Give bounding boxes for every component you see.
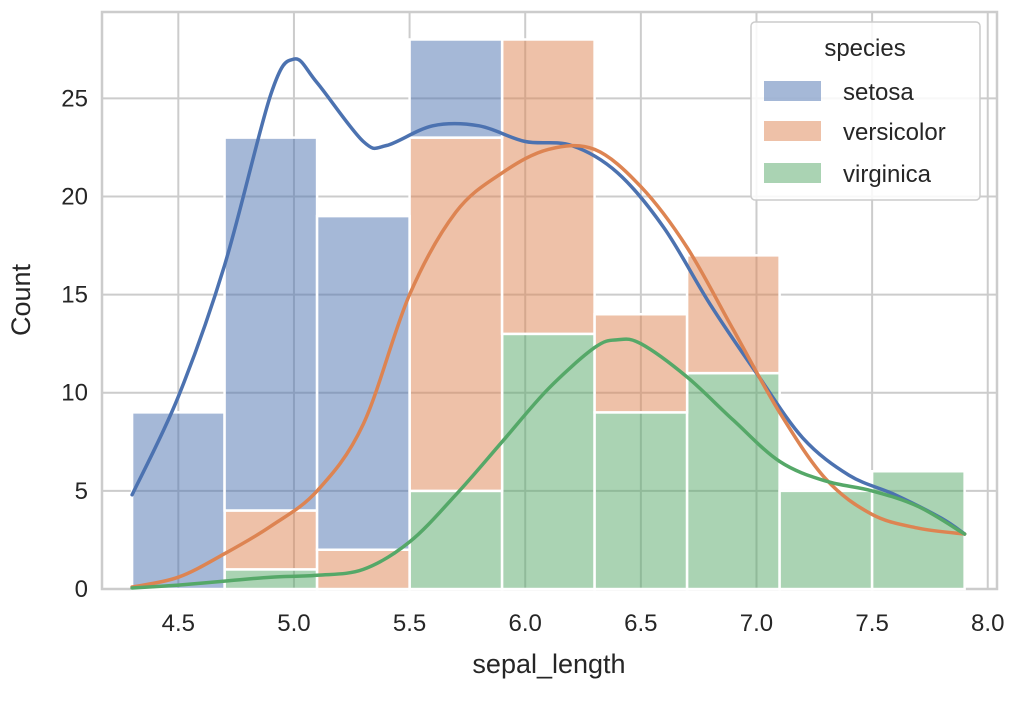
y-axis-ticks: 0 5 10 15 20 25	[61, 85, 88, 603]
legend-swatch-virginica	[764, 163, 821, 183]
x-tick-label: 6.5	[624, 610, 657, 637]
x-tick-label: 5.5	[393, 610, 426, 637]
legend-title: species	[824, 35, 905, 62]
x-tick-label: 6.0	[509, 610, 542, 637]
bar-virginica-bin-6	[685, 371, 781, 591]
bar-virginica-bin-4	[500, 332, 596, 591]
kde-line-versicolor	[130, 143, 967, 589]
y-tick-label: 0	[75, 576, 88, 603]
kde-curves	[130, 57, 967, 590]
y-tick-label: 15	[61, 282, 88, 309]
legend-label-versicolor: versicolor	[843, 119, 946, 146]
legend-frame	[750, 21, 981, 201]
kde-line-setosa	[130, 57, 967, 536]
y-tick-label: 20	[61, 183, 88, 210]
legend-swatch-setosa	[764, 81, 821, 101]
x-tick-label: 4.5	[162, 610, 195, 637]
bar-versicolor-bin-5	[593, 312, 689, 414]
x-tick-label: 7.5	[855, 610, 888, 637]
x-axis-label: sepal_length	[472, 649, 625, 679]
bar-virginica-bin-3	[408, 489, 504, 591]
x-tick-label: 8.0	[971, 610, 1004, 637]
x-tick-label: 5.0	[277, 610, 310, 637]
kde-line-virginica	[130, 337, 967, 590]
bar-virginica-bin-8	[870, 469, 966, 591]
y-tick-label: 5	[75, 478, 88, 505]
bar-versicolor-bin-4	[500, 38, 596, 336]
legend: species setosa versicolor virginica	[750, 21, 981, 201]
bar-setosa-bin-3	[408, 38, 504, 139]
bar-virginica-bin-5	[593, 411, 689, 591]
legend-label-setosa: setosa	[843, 79, 914, 106]
bar-setosa-bin-1	[223, 136, 319, 512]
legend-swatch-versicolor	[764, 121, 821, 141]
histogram-bars	[130, 38, 966, 591]
legend-label-virginica: virginica	[843, 161, 932, 188]
y-axis-label: Count	[6, 263, 36, 336]
y-tick-label: 25	[61, 85, 88, 112]
x-tick-label: 7.0	[740, 610, 773, 637]
y-tick-label: 10	[61, 380, 88, 407]
bar-versicolor-bin-1	[223, 509, 319, 571]
bar-setosa-bin-2	[315, 214, 411, 551]
x-axis-ticks: 4.5 5.0 5.5 6.0 6.5 7.0 7.5 8.0	[162, 610, 1005, 637]
bar-versicolor-bin-3	[408, 136, 504, 493]
